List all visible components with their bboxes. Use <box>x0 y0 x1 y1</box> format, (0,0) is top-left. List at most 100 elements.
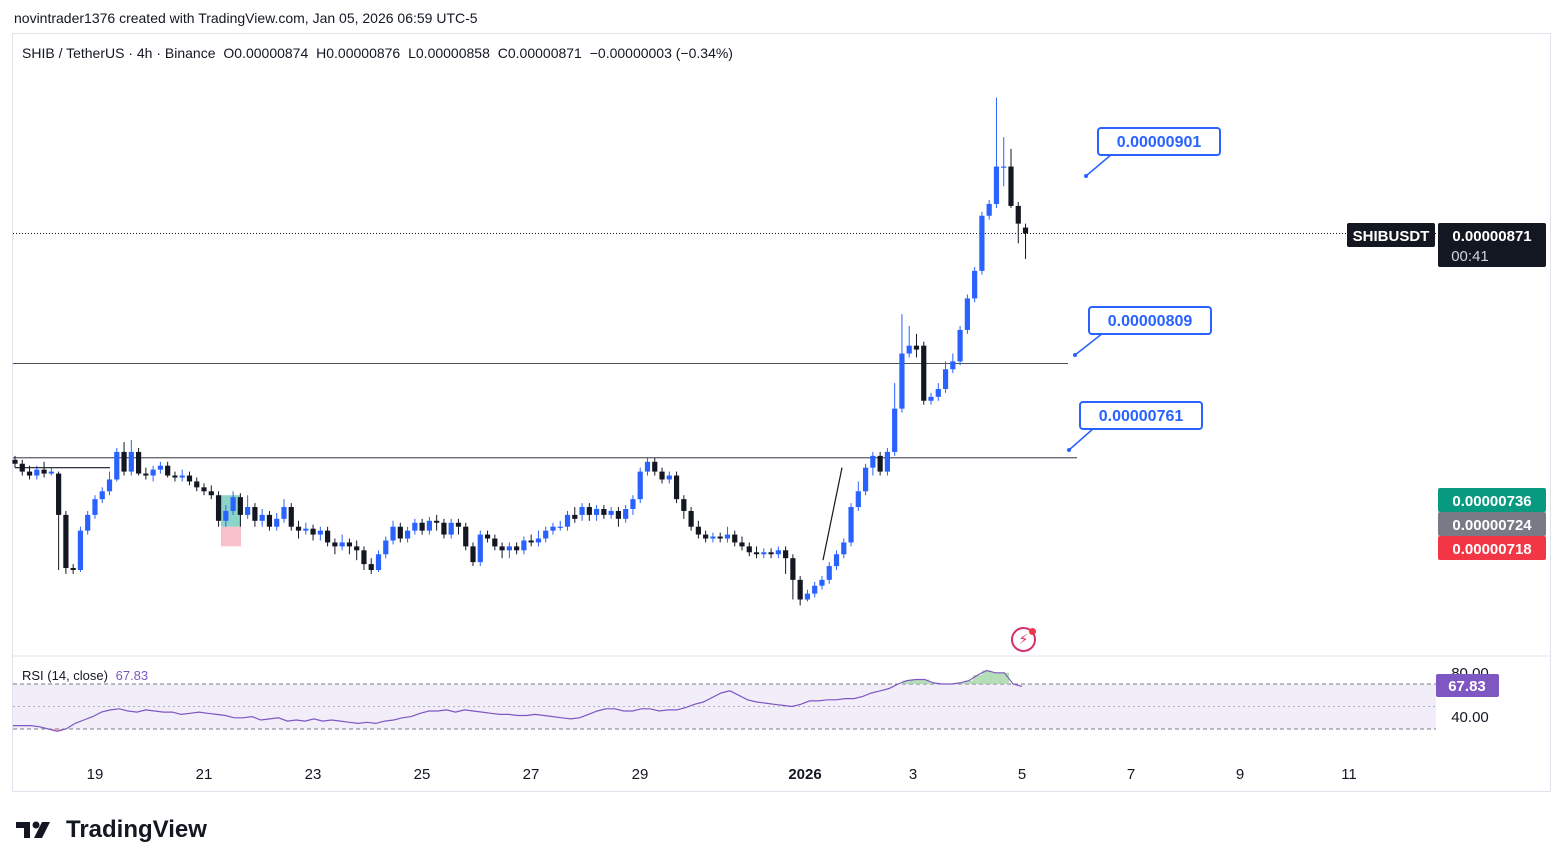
candle-body <box>783 550 789 559</box>
candle-body <box>339 542 345 547</box>
candle-body <box>361 550 367 565</box>
candle-body <box>746 546 752 553</box>
candle-body <box>419 522 425 531</box>
candle-body <box>703 534 709 539</box>
callout-pointer-2 <box>1068 427 1095 451</box>
candle-body <box>165 465 171 476</box>
legend-close: C0.00000871 <box>497 45 582 61</box>
candle-body <box>870 455 876 468</box>
candle-body <box>41 469 47 474</box>
candle-body <box>681 499 687 511</box>
rsi-legend[interactable]: RSI (14, close) 67.83 <box>22 668 148 683</box>
x-tick-label: 27 <box>523 766 540 783</box>
candle-body <box>521 540 527 551</box>
candle-body <box>455 522 462 527</box>
candle-body <box>775 550 781 555</box>
countdown-label: 00:41 <box>1451 248 1489 265</box>
lightning-icon[interactable]: ⚡ <box>1011 627 1036 652</box>
candle-body <box>106 479 113 492</box>
x-tick-label: 3 <box>909 766 917 783</box>
legend-symbol[interactable]: SHIB / TetherUS · 4h · Binance <box>22 45 216 61</box>
candle-body <box>594 508 600 515</box>
candle-body <box>201 487 207 492</box>
candle-body <box>172 475 178 478</box>
ticker-badge[interactable] <box>1347 223 1435 247</box>
red-price-badge <box>1438 536 1546 560</box>
green-price-label: 0.00000736 <box>1452 493 1531 510</box>
candle-body <box>390 526 396 541</box>
candle-body <box>797 579 803 600</box>
candle-body <box>892 408 898 452</box>
notification-dot <box>1029 628 1036 635</box>
candle-body <box>150 469 156 476</box>
candle-body <box>266 514 273 527</box>
candle-body <box>862 467 869 492</box>
candle-body <box>223 510 229 521</box>
candle-body <box>186 475 193 482</box>
attribution-header: novintrader1376 created with TradingView… <box>14 10 478 26</box>
gray-price-badge <box>1438 512 1546 536</box>
candle-body <box>441 522 447 535</box>
candle-body <box>114 451 120 480</box>
candle-body <box>659 471 665 480</box>
candle-body <box>56 473 62 515</box>
callout-anchor-2 <box>1067 448 1071 452</box>
candle-body <box>724 534 731 539</box>
candle-body <box>230 497 236 511</box>
candle-body <box>208 491 214 496</box>
candle-body <box>979 215 985 271</box>
candle-body <box>739 542 745 547</box>
candle-body <box>434 520 440 523</box>
brand-name: TradingView <box>66 816 207 843</box>
candle-body <box>499 546 505 551</box>
candle-body <box>550 526 556 531</box>
candle-body <box>528 540 534 543</box>
candle-body <box>448 522 454 535</box>
callout-box-2[interactable] <box>1079 401 1203 430</box>
legend-high: H0.00000876 <box>316 45 401 61</box>
candle-body <box>77 530 84 570</box>
candle-body <box>644 461 651 472</box>
callout-box-0[interactable] <box>1097 127 1221 156</box>
candle-body <box>557 526 563 528</box>
candle-body <box>833 554 840 567</box>
candle-body <box>768 552 774 555</box>
candle-body <box>673 475 680 500</box>
candle-body <box>564 514 571 527</box>
candle-body <box>492 538 498 547</box>
candle-body <box>804 593 811 600</box>
callout-anchor-0 <box>1084 174 1088 178</box>
candle-body <box>848 507 854 543</box>
candle-body <box>572 514 578 519</box>
candle-body <box>325 530 331 543</box>
candle-body <box>964 298 970 330</box>
callout-box-1[interactable] <box>1088 306 1212 335</box>
rsi-value-badge <box>1436 674 1499 697</box>
candle-body <box>288 507 294 527</box>
candle-body <box>34 469 40 476</box>
x-tick-label: 25 <box>414 766 431 783</box>
x-tick-label: 23 <box>305 766 322 783</box>
candle-body <box>884 451 890 472</box>
ticker-badge-label: SHIBUSDT <box>1353 228 1430 245</box>
rsi-line <box>13 669 1023 732</box>
candle-body <box>993 166 1000 204</box>
candle-body <box>942 369 949 389</box>
candle-body <box>623 508 629 519</box>
candle-body <box>921 345 927 401</box>
callout-label-0: 0.00000901 <box>1117 134 1202 151</box>
rsi-value: 67.83 <box>115 668 149 683</box>
candle-body <box>426 520 432 531</box>
candle-body <box>48 471 54 474</box>
candle-body <box>295 526 302 531</box>
candle-body <box>717 536 723 539</box>
candle-body <box>1022 227 1029 234</box>
candle-body <box>957 329 963 362</box>
candle-body <box>586 507 592 515</box>
candle-body <box>404 530 411 539</box>
x-tick-label: 7 <box>1127 766 1135 783</box>
candle-body <box>310 528 316 535</box>
candle-body <box>855 491 861 508</box>
candle-body <box>514 546 520 551</box>
